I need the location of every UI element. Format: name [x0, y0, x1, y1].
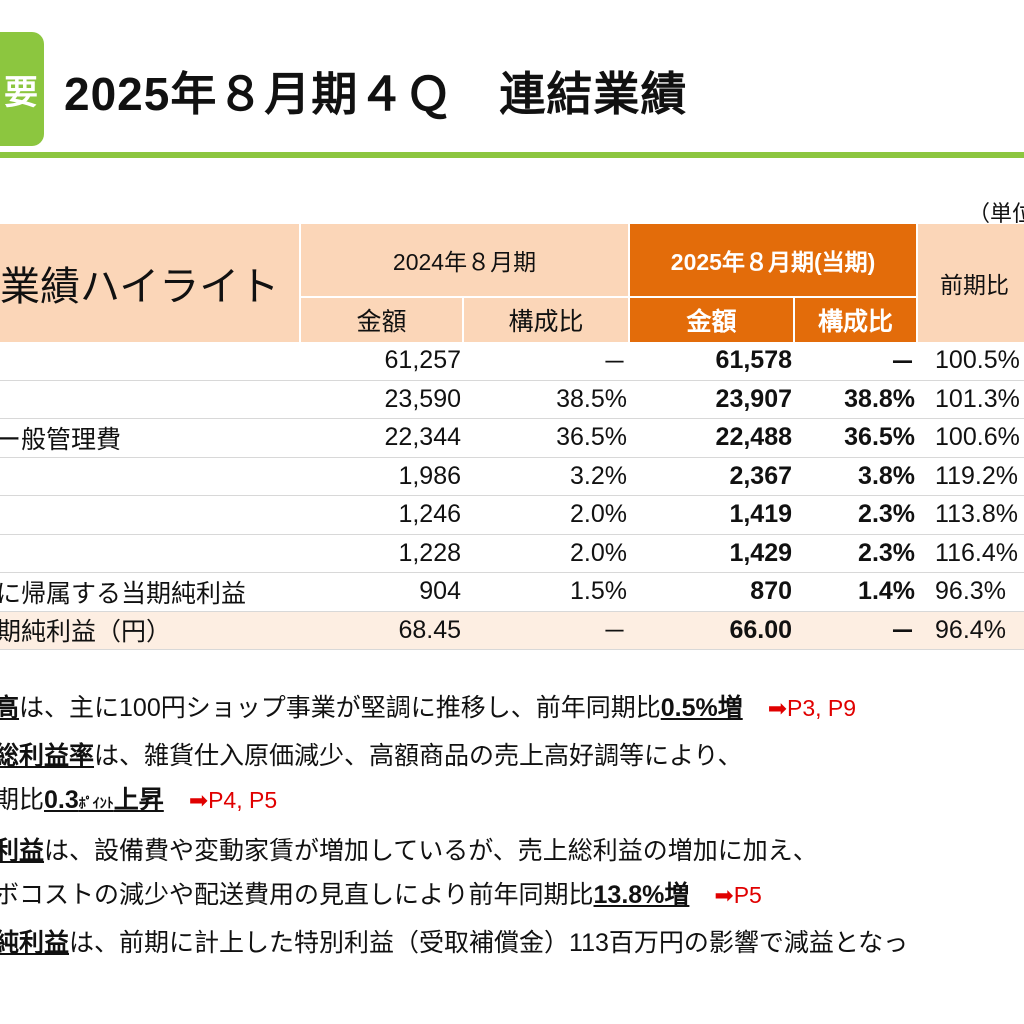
- curr-ratio-cell: 2.3%: [794, 534, 918, 573]
- bullet-emph-number: 0.3: [44, 786, 79, 814]
- table-row: 期純利益（円） 68.45 － 66.00 － 96.4%: [0, 611, 1024, 650]
- row-label: ー般管理費: [0, 418, 300, 458]
- row-label: [0, 342, 300, 381]
- yoy-cell: 100.5%: [917, 342, 1024, 381]
- title-divider: [0, 152, 1024, 158]
- prev-amount-cell: 23,590: [300, 380, 463, 419]
- bullet-text: は、雑貨仕入原価減少、高額商品の売上高好調等により、: [94, 742, 743, 770]
- bullet-emph-unit: ﾎﾟｲﾝﾄ: [78, 795, 114, 811]
- curr-ratio-header: 構成比: [793, 297, 918, 342]
- table-row: ー般管理費 22,344 36.5% 22,488 36.5% 100.6%: [0, 418, 1024, 458]
- curr-amount-cell: 2,367: [629, 457, 795, 496]
- prev-ratio-cell: 2.0%: [463, 534, 630, 573]
- curr-ratio-cell: －: [794, 611, 918, 650]
- curr-ratio-cell: 36.5%: [794, 418, 918, 458]
- bullet-text: ボコストの減少や配送費用の見直しにより前年同期比: [0, 881, 594, 909]
- bullet-emph: 13.8%増: [593, 881, 690, 909]
- bullet-text: は、前期に計上した特別利益（受取補償金）113百万円の影響で減益となっ: [69, 929, 909, 957]
- table-row: 23,590 38.5% 23,907 38.8% 101.3%: [0, 380, 1024, 419]
- page-ref: ➡P4, P5: [188, 787, 278, 813]
- page-ref: ➡P3, P9: [767, 695, 857, 721]
- section-title: 業績ハイライト: [0, 224, 300, 342]
- section-badge: 要: [0, 32, 44, 146]
- curr-period-header: 2025年８月期(当期): [628, 224, 918, 298]
- bullet-line: ボコストの減少や配送費用の見直しにより前年同期比13.8%増 ➡P5: [0, 873, 908, 917]
- curr-amount-cell: 66.00: [629, 611, 795, 650]
- prev-amount-cell: 904: [300, 572, 463, 612]
- bullet-key: 利益: [0, 837, 45, 865]
- page-title: 2025年８月期４Ｑ 連結業績: [64, 68, 688, 120]
- bullet-emph: 0.3ﾎﾟｲﾝﾄ上昇: [44, 786, 164, 814]
- row-label: [0, 534, 300, 573]
- table-row: 1,228 2.0% 1,429 2.3% 116.4%: [0, 534, 1024, 573]
- bullet-emph: 0.5%増: [660, 694, 743, 722]
- prev-ratio-header: 構成比: [461, 297, 630, 342]
- curr-amount-cell: 23,907: [629, 380, 795, 419]
- row-label: [0, 495, 300, 535]
- yoy-cell: 100.6%: [917, 418, 1024, 458]
- table-row: 1,986 3.2% 2,367 3.8% 119.2%: [0, 457, 1024, 496]
- bullet-text: 期比: [0, 786, 45, 814]
- bullet-emph-word: 上昇: [113, 786, 164, 814]
- curr-amount-cell: 1,429: [629, 534, 795, 573]
- table-row: 1,246 2.0% 1,419 2.3% 113.8%: [0, 495, 1024, 535]
- curr-amount-cell: 61,578: [629, 342, 795, 381]
- prev-ratio-cell: －: [463, 342, 630, 381]
- yoy-cell: 96.4%: [917, 611, 1024, 650]
- prev-amount-cell: 1,228: [300, 534, 463, 573]
- unit-label: （単位: [968, 201, 1024, 226]
- yoy-header: 前期比: [916, 224, 1024, 342]
- section-badge-text: 要: [4, 73, 38, 112]
- bullet-line: 利益は、設備費や変動家賃が増加しているが、売上総利益の増加に加え、: [0, 829, 908, 873]
- bullet-line: 期比0.3ﾎﾟｲﾝﾄ上昇 ➡P4, P5: [0, 778, 908, 825]
- prev-amount-cell: 61,257: [300, 342, 463, 381]
- yoy-cell: 119.2%: [917, 457, 1024, 496]
- table-row: に帰属する当期純利益 904 1.5% 870 1.4% 96.3%: [0, 572, 1024, 612]
- row-label: [0, 380, 300, 419]
- prev-ratio-cell: 38.5%: [463, 380, 630, 419]
- commentary: 高は、主に100円ショップ事業が堅調に推移し、前年同期比0.5%増 ➡P3, P…: [0, 686, 908, 965]
- curr-ratio-cell: －: [794, 342, 918, 381]
- bullet-key: 高: [0, 694, 20, 722]
- prev-ratio-cell: －: [463, 611, 630, 650]
- prev-amount-cell: 1,246: [300, 495, 463, 535]
- bullet-line: 総利益率は、雑貨仕入原価減少、高額商品の売上高好調等により、: [0, 734, 908, 778]
- curr-ratio-cell: 38.8%: [794, 380, 918, 419]
- curr-ratio-cell: 3.8%: [794, 457, 918, 496]
- prev-amount-cell: 68.45: [300, 611, 463, 650]
- prev-ratio-cell: 2.0%: [463, 495, 630, 535]
- prev-period-header: 2024年８月期: [298, 224, 630, 298]
- row-label: に帰属する当期純利益: [0, 572, 300, 612]
- prev-amount-cell: 22,344: [300, 418, 463, 458]
- yoy-cell: 116.4%: [917, 534, 1024, 573]
- highlights-table: 業績ハイライト 2024年８月期 2025年８月期(当期) 前期比 金額 構成比…: [0, 224, 1024, 650]
- row-label: [0, 457, 300, 496]
- curr-amount-cell: 1,419: [629, 495, 795, 535]
- row-label: 期純利益（円）: [0, 611, 300, 650]
- bullet-text: は、主に100円ショップ事業が堅調に推移し、前年同期比: [19, 694, 661, 722]
- curr-amount-cell: 22,488: [629, 418, 795, 458]
- page-ref: ➡P5: [714, 882, 762, 908]
- yoy-cell: 96.3%: [917, 572, 1024, 612]
- table-body: 61,257 － 61,578 － 100.5% 23,590 38.5% 23,907 38.…: [0, 342, 1024, 650]
- prev-ratio-cell: 1.5%: [463, 572, 630, 612]
- bullet-key: 純利益: [0, 929, 70, 957]
- prev-amount-cell: 1,986: [300, 457, 463, 496]
- curr-ratio-cell: 2.3%: [794, 495, 918, 535]
- bullet-line: 高は、主に100円ショップ事業が堅調に推移し、前年同期比0.5%増 ➡P3, P…: [0, 686, 908, 730]
- prev-ratio-cell: 3.2%: [463, 457, 630, 496]
- bullet-key: 総利益率: [0, 742, 95, 770]
- prev-amount-header: 金額: [299, 297, 463, 342]
- yoy-cell: 113.8%: [917, 495, 1024, 535]
- curr-amount-header: 金額: [628, 297, 795, 342]
- curr-amount-cell: 870: [629, 572, 795, 612]
- bullet-text: は、設備費や変動家賃が増加しているが、売上総利益の増加に加え、: [44, 837, 818, 865]
- prev-ratio-cell: 36.5%: [463, 418, 630, 458]
- yoy-cell: 101.3%: [917, 380, 1024, 419]
- bullet-line: 純利益は、前期に計上した特別利益（受取補償金）113百万円の影響で減益となっ: [0, 921, 908, 965]
- table-row: 61,257 － 61,578 － 100.5%: [0, 342, 1024, 381]
- curr-ratio-cell: 1.4%: [794, 572, 918, 612]
